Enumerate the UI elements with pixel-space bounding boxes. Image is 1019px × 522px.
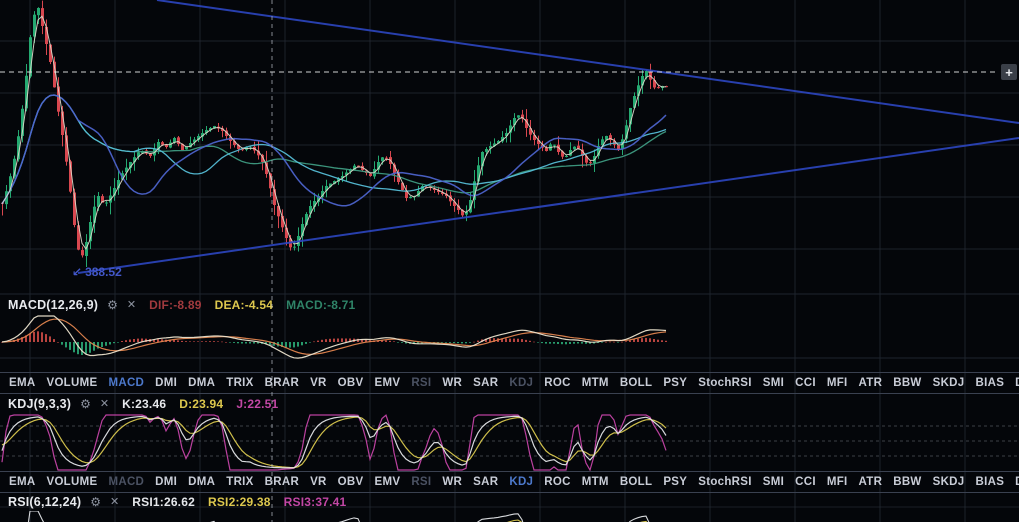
macd-dif-value: DIF:-8.89 [149,298,202,312]
tab-wr-row2[interactable]: WR [442,476,463,488]
tab-brar-row2[interactable]: BRAR [264,476,300,488]
rsi-indicator-header: RSI(6,12,24) ⚙ ✕ RSI1:26.62 RSI2:29.38 R… [0,493,1019,511]
tab-psy-row2[interactable]: PSY [663,476,688,488]
tab-volume-row2[interactable]: VOLUME [46,476,98,488]
tab-bbw-row1[interactable]: BBW [893,377,922,389]
tab-smi-row2[interactable]: SMI [762,476,785,488]
tab-dpo-row2[interactable]: DPO [1015,476,1019,488]
kdj-indicator-name: KDJ(9,3,3) [8,397,72,411]
rsi-panel-chart[interactable] [0,511,1019,522]
tab-sar-row2[interactable]: SAR [473,476,499,488]
rsi3-value: RSI3:37.41 [283,495,347,509]
kdj-j-value: J:22.51 [236,397,279,411]
tab-cci-row2[interactable]: CCI [795,476,816,488]
rsi2-value: RSI2:29.38 [207,495,271,509]
tab-dpo-row1[interactable]: DPO [1015,377,1019,389]
tab-obv-row1[interactable]: OBV [337,377,364,389]
kdj-k-value: K:23.46 [122,397,167,411]
trendline-price-value: 388.52 [85,265,122,279]
tab-ema-row2[interactable]: EMA [9,476,36,488]
tab-dma-row1[interactable]: DMA [188,377,216,389]
tab-mfi-row1[interactable]: MFI [826,377,848,389]
kdj-panel-chart[interactable] [0,414,1019,471]
tab-bias-row1[interactable]: BIAS [975,377,1005,389]
tab-mfi-row2[interactable]: MFI [826,476,848,488]
tab-rsi-row1[interactable]: RSI [411,377,432,389]
macd-close-icon[interactable]: ✕ [126,298,137,311]
macd-panel-chart[interactable] [0,315,1019,372]
macd-settings-gear-icon[interactable]: ⚙ [107,298,118,312]
tab-volume-row1[interactable]: VOLUME [46,377,98,389]
tab-cci-row1[interactable]: CCI [795,377,816,389]
tab-boll-row2[interactable]: BOLL [619,476,653,488]
tab-skdj-row1[interactable]: SKDJ [932,377,965,389]
indicator-tab-row-kdj: EMA VOLUME MACD DMI DMA TRIX BRAR VR OBV EMV RSI WR… [0,471,1019,493]
tab-psy-row1[interactable]: PSY [663,377,688,389]
macd-macd-value: MACD:-8.71 [286,298,356,312]
tab-bbw-row2[interactable]: BBW [893,476,922,488]
rsi-close-icon[interactable]: ✕ [110,495,120,508]
tab-bias-row2[interactable]: BIAS [975,476,1005,488]
tab-mtm-row2[interactable]: MTM [581,476,609,488]
tab-trix-row2[interactable]: TRIX [226,476,254,488]
tab-stochrsi-row2[interactable]: StochRSI [698,476,752,488]
tab-kdj-row1[interactable]: KDJ [509,377,534,389]
tab-atr-row2[interactable]: ATR [858,476,883,488]
tab-stochrsi-row1[interactable]: StochRSI [698,377,752,389]
tab-trix-row1[interactable]: TRIX [226,377,254,389]
tab-boll-row1[interactable]: BOLL [619,377,653,389]
tab-wr-row1[interactable]: WR [442,377,463,389]
tab-obv-row2[interactable]: OBV [337,476,364,488]
macd-indicator-header: MACD(12,26,9) ⚙ ✕ DIF:-8.89 DEA:-4.54 MA… [0,295,1019,315]
add-zoom-plus-button[interactable]: + [1001,64,1017,80]
rsi-settings-gear-icon[interactable]: ⚙ [90,495,102,509]
tab-macd-row1[interactable]: MACD [108,377,145,389]
tab-skdj-row2[interactable]: SKDJ [932,476,965,488]
tab-smi-row1[interactable]: SMI [762,377,785,389]
tab-dma-row2[interactable]: DMA [188,476,216,488]
tab-mtm-row1[interactable]: MTM [581,377,609,389]
tab-atr-row1[interactable]: ATR [858,377,883,389]
tab-sar-row1[interactable]: SAR [473,377,499,389]
macd-indicator-name: MACD(12,26,9) [8,298,99,312]
tab-emv-row2[interactable]: EMV [374,476,401,488]
main-candlestick-chart[interactable] [0,0,1019,295]
kdj-settings-gear-icon[interactable]: ⚙ [80,397,91,411]
trendline-anchor-arrow-icon: ↙ [72,265,83,279]
tab-roc-row2[interactable]: ROC [544,476,571,488]
rsi-indicator-name: RSI(6,12,24) [8,495,82,509]
macd-dea-value: DEA:-4.54 [214,298,274,312]
tab-ema-row1[interactable]: EMA [9,377,36,389]
tab-emv-row1[interactable]: EMV [374,377,401,389]
tab-brar-row1[interactable]: BRAR [264,377,300,389]
kdj-d-value: D:23.94 [179,397,224,411]
indicator-tab-row-macd: EMA VOLUME MACD DMI DMA TRIX BRAR VR OBV EMV RSI WR… [0,372,1019,394]
kdj-close-icon[interactable]: ✕ [99,397,110,410]
rsi1-value: RSI1:26.62 [132,495,195,509]
trendline-price-label: ↙ 388.52 [72,265,122,279]
tab-dmi-row1[interactable]: DMI [155,377,178,389]
tab-rsi-row2[interactable]: RSI [411,476,432,488]
tab-macd-row2[interactable]: MACD [108,476,145,488]
tab-dmi-row2[interactable]: DMI [155,476,178,488]
kdj-indicator-header: KDJ(9,3,3) ⚙ ✕ K:23.46 D:23.94 J:22.51 [0,394,1019,414]
tab-kdj-row2[interactable]: KDJ [509,476,534,488]
tab-roc-row1[interactable]: ROC [544,377,571,389]
tab-vr-row1[interactable]: VR [310,377,327,389]
tab-vr-row2[interactable]: VR [310,476,327,488]
